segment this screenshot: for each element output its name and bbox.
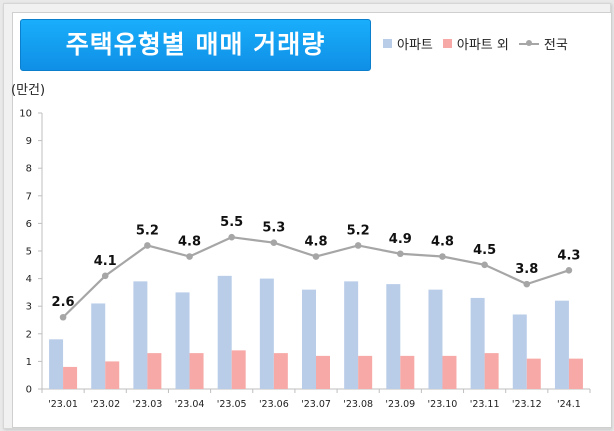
- bar-apartment: [302, 289, 316, 389]
- legend-label-non-apartment: 아파트 외: [456, 37, 509, 53]
- y-tick-label: 9: [26, 136, 32, 147]
- x-tick-label: '23.05: [217, 399, 247, 410]
- bar-apartment: [428, 289, 443, 389]
- nationwide-data-label: 4.9: [389, 232, 412, 247]
- y-tick-label: 3: [26, 302, 32, 313]
- y-tick-label: 0: [26, 385, 32, 396]
- bar-apartment: [91, 303, 106, 389]
- nationwide-data-label: 4.8: [304, 235, 327, 250]
- bar-non-apartment: [231, 350, 246, 389]
- bar-non-apartment: [316, 355, 330, 389]
- bar-apartment: [344, 281, 359, 389]
- axes: 0 1 2 3 4 5 6 7 8 9 10 '23.01 '23.02 '23.03 '23.04 '23.…: [19, 109, 591, 410]
- x-tick-label: '23.10: [428, 399, 458, 410]
- bar-apartment: [133, 281, 148, 389]
- nationwide-data-label: 5.3: [262, 221, 285, 236]
- y-tick-label: 8: [26, 164, 32, 175]
- bar-non-apartment: [147, 353, 162, 389]
- bar-apartment: [49, 339, 64, 389]
- nationwide-point: [186, 253, 193, 260]
- nationwide-point: [354, 242, 362, 249]
- legend-label-nationwide: 전국: [543, 37, 568, 53]
- legend-item-apartment: 아파트: [383, 34, 433, 53]
- chart-title: 주택유형별 매매 거래량: [20, 19, 371, 71]
- bar-non-apartment: [400, 355, 415, 389]
- nationwide-point: [439, 253, 446, 260]
- x-tick-label: '23.11: [470, 399, 500, 410]
- bar-non-apartment: [105, 361, 120, 389]
- nationwide-point: [481, 261, 488, 269]
- legend-swatch-non-apartment: [442, 38, 452, 48]
- nationwide-point: [312, 253, 320, 260]
- bar-apartment: [512, 314, 527, 389]
- nationwide-data-label: 4.1: [94, 254, 117, 269]
- legend: 아파트 아파트 외 전국: [383, 34, 578, 53]
- y-tick-label: 6: [26, 219, 32, 230]
- bar-non-apartment: [484, 353, 499, 389]
- legend-line-marker-icon: [518, 39, 539, 48]
- nationwide-data-label: 4.3: [557, 248, 580, 263]
- y-axis-unit-label: (만건): [11, 83, 46, 98]
- nationwide-point: [397, 250, 404, 258]
- legend-item-nationwide: 전국: [518, 34, 568, 53]
- y-tick-label: 10: [19, 109, 32, 120]
- nationwide-data-label: 2.6: [52, 295, 75, 310]
- nationwide-point: [523, 280, 531, 288]
- nationwide-data-label: 4.8: [178, 235, 201, 250]
- bar-apartment: [217, 275, 232, 389]
- x-tick-label: '23.02: [90, 399, 120, 410]
- bar-non-apartment: [273, 353, 288, 389]
- nationwide-point: [228, 233, 235, 241]
- x-tick-label: '23.04: [175, 399, 205, 410]
- y-tick-label: 1: [26, 357, 32, 368]
- x-tick-label: '23.01: [48, 399, 78, 410]
- nationwide-point: [270, 239, 278, 247]
- bar-non-apartment: [63, 366, 78, 389]
- nationwide-point: [565, 267, 573, 274]
- y-tick-label: 2: [26, 329, 32, 340]
- x-tick-label: '23.09: [385, 399, 415, 410]
- nationwide-point: [101, 272, 109, 280]
- nationwide-point: [144, 242, 151, 249]
- legend-item-non-apartment: 아파트 외: [442, 34, 509, 53]
- bar-non-apartment: [526, 358, 541, 389]
- nationwide-data-label: 4.5: [473, 243, 496, 258]
- nationwide-data-label: 5.5: [220, 215, 243, 230]
- bar-apartment: [259, 278, 274, 389]
- legend-swatch-apartment: [383, 38, 392, 48]
- nationwide-data-label: 5.2: [136, 223, 159, 238]
- nationwide-data-label: 5.2: [347, 223, 370, 238]
- bar-non-apartment: [442, 355, 457, 389]
- x-tick-label: '23.03: [132, 399, 162, 410]
- bar-non-apartment: [358, 355, 373, 389]
- bar-apartment: [175, 292, 190, 389]
- bar-apartment: [470, 297, 485, 389]
- y-tick-label: 7: [26, 191, 32, 202]
- legend-label-apartment: 아파트: [397, 37, 433, 53]
- bar-apartment: [554, 300, 569, 389]
- x-tick-label: '23.12: [512, 399, 542, 410]
- nationwide-point: [59, 313, 67, 321]
- x-tick-label: '23.06: [259, 399, 289, 410]
- bar-apartment: [386, 284, 401, 389]
- x-tick-label: '23.08: [343, 399, 373, 410]
- x-tick-label: '23.07: [301, 399, 331, 410]
- data-labels: 2.6 4.1 5.2 4.8 5.5 5.3 4.8 5.2 4.9 4.8 4.5 3.8 4.3: [52, 215, 581, 310]
- y-tick-label: 5: [26, 247, 32, 258]
- nationwide-line: [59, 233, 573, 321]
- bar-non-apartment: [568, 358, 583, 389]
- x-tick-label: '24.1: [557, 399, 581, 410]
- bar-non-apartment: [189, 353, 204, 389]
- nationwide-data-label: 3.8: [515, 262, 538, 277]
- nationwide-data-label: 4.8: [431, 235, 454, 250]
- y-tick-label: 4: [26, 274, 32, 285]
- bars: [49, 275, 583, 389]
